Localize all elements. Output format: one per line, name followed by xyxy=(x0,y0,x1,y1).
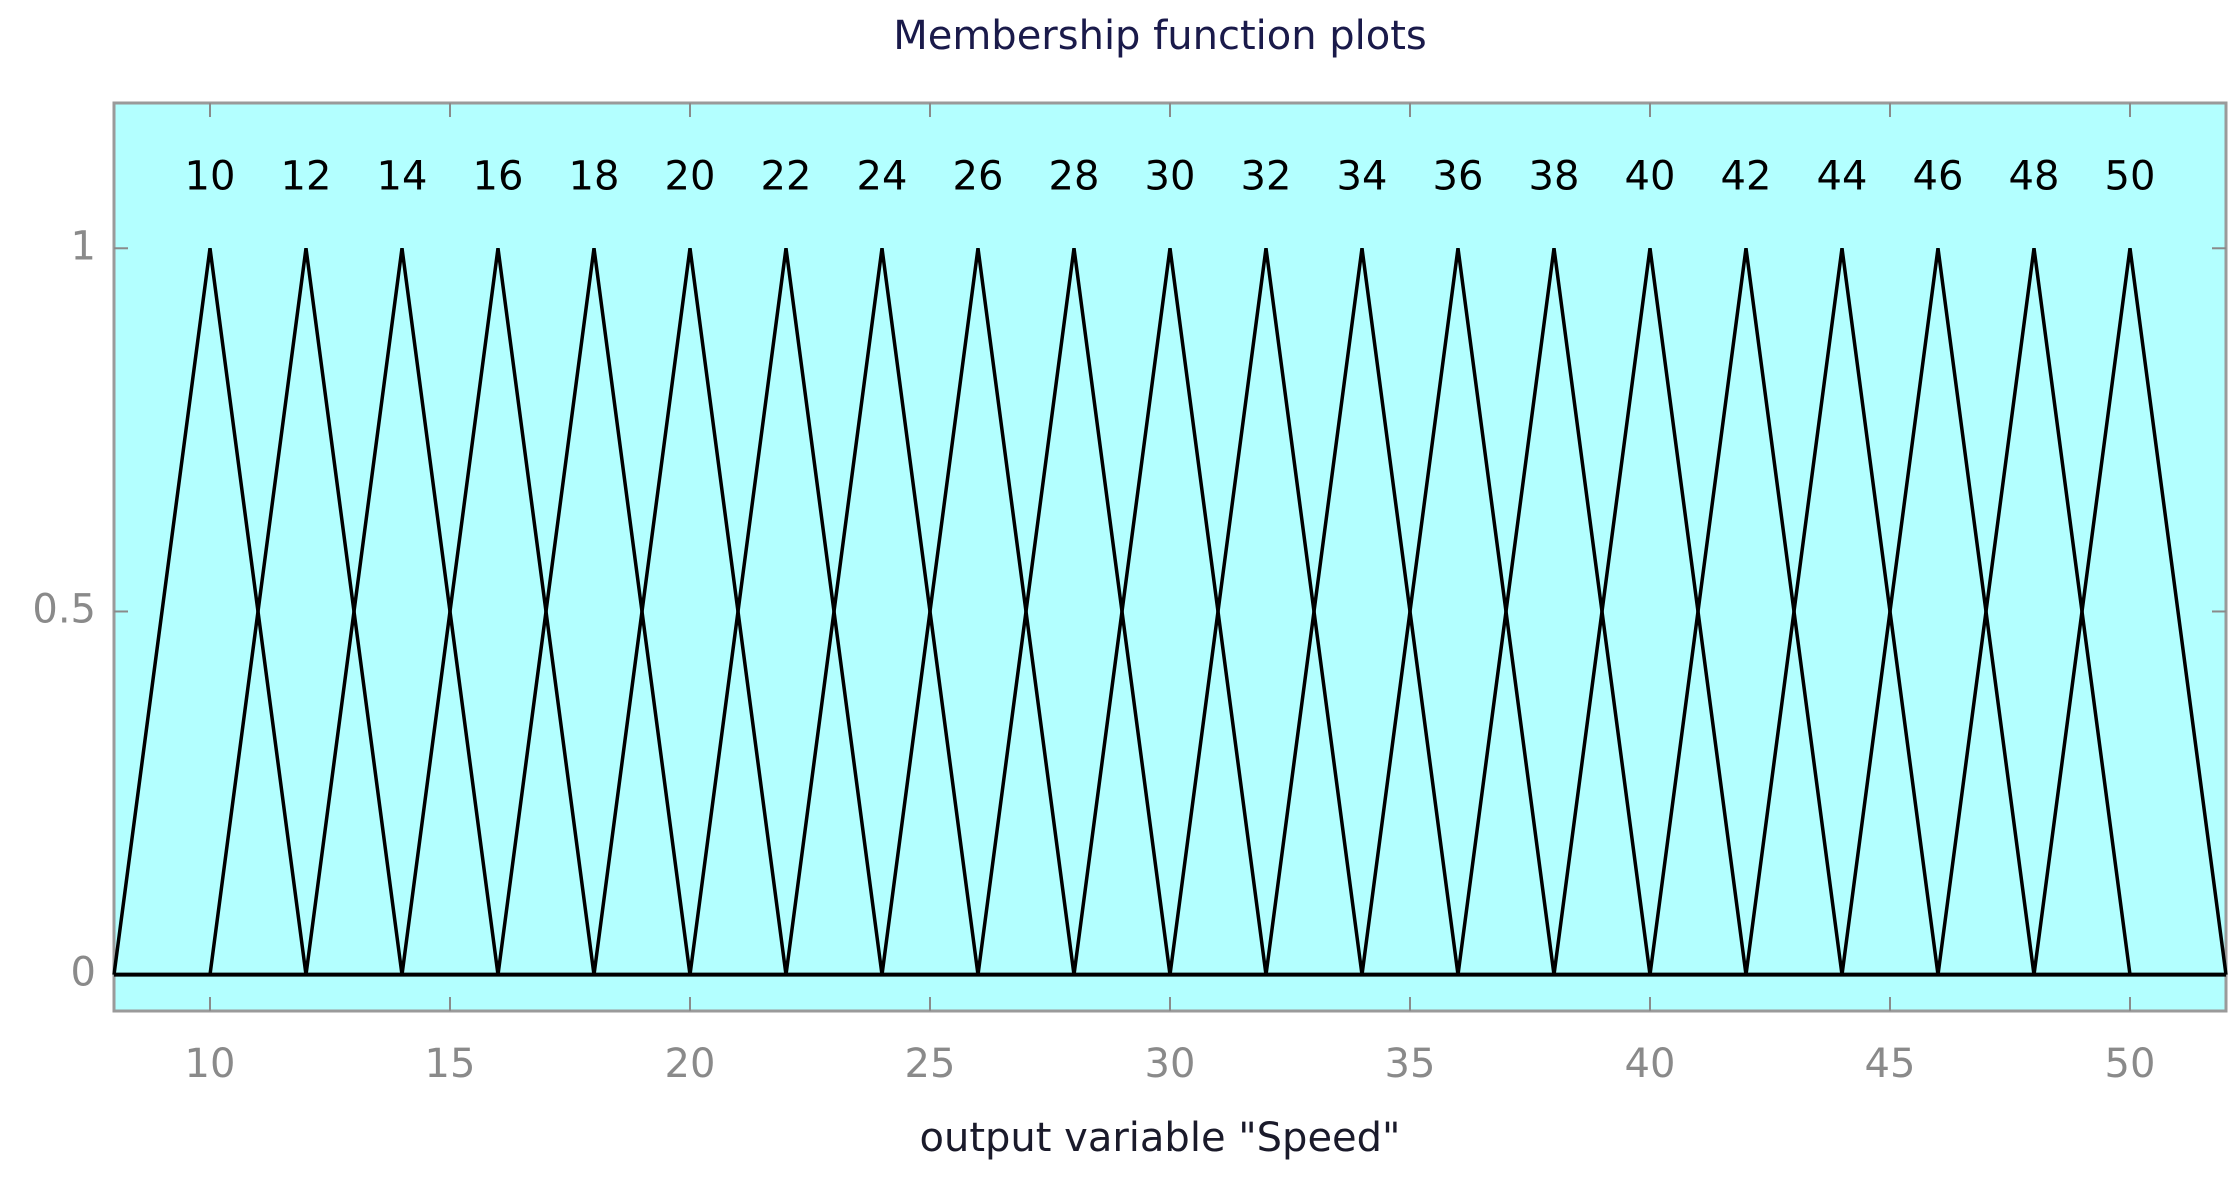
x-tick-label: 30 xyxy=(1145,1041,1196,1087)
membership-function xyxy=(1744,248,1940,975)
membership-function xyxy=(1648,248,1844,975)
mf-label: 14 xyxy=(377,153,428,199)
membership-function xyxy=(1552,248,1748,975)
membership-function xyxy=(1360,248,1556,975)
mf-label: 18 xyxy=(569,153,620,199)
mf-label: 38 xyxy=(1529,153,1580,199)
mf-label: 40 xyxy=(1625,153,1676,199)
membership-function xyxy=(496,248,692,975)
chart-title: Membership function plots xyxy=(893,13,1427,59)
membership-function xyxy=(784,248,980,975)
y-tick-label: 1 xyxy=(71,223,96,269)
x-tick-label: 50 xyxy=(2105,1041,2156,1087)
membership-function xyxy=(976,248,1172,975)
mf-label: 26 xyxy=(953,153,1004,199)
x-tick-label: 35 xyxy=(1385,1041,1436,1087)
x-axis-label: output variable "Speed" xyxy=(920,1115,1401,1161)
x-tick-label: 10 xyxy=(185,1041,236,1087)
membership-function xyxy=(592,248,788,975)
x-tick-label: 15 xyxy=(425,1041,476,1087)
membership-function xyxy=(208,248,404,975)
y-tick-label: 0 xyxy=(71,950,96,996)
membership-function xyxy=(1840,248,2036,975)
x-tick-label: 25 xyxy=(905,1041,956,1087)
mf-label: 30 xyxy=(1145,153,1196,199)
mf-label: 12 xyxy=(281,153,332,199)
mf-label: 36 xyxy=(1433,153,1484,199)
membership-function xyxy=(2032,248,2228,975)
mf-label: 28 xyxy=(1049,153,1100,199)
membership-function xyxy=(400,248,596,975)
mf-label: 42 xyxy=(1721,153,1772,199)
membership-function xyxy=(1168,248,1364,975)
membership-function xyxy=(304,248,500,975)
membership-function xyxy=(880,248,1076,975)
membership-function xyxy=(1456,248,1652,975)
x-tick-label: 20 xyxy=(665,1041,716,1087)
x-tick-label: 40 xyxy=(1625,1041,1676,1087)
mf-label: 20 xyxy=(665,153,716,199)
plot-area xyxy=(112,101,2228,1013)
mf-label: 34 xyxy=(1337,153,1388,199)
membership-function xyxy=(1264,248,1460,975)
mf-label: 24 xyxy=(857,153,908,199)
membership-function xyxy=(1936,248,2132,975)
membership-function xyxy=(688,248,884,975)
x-tick-label: 45 xyxy=(1865,1041,1916,1087)
mf-label: 48 xyxy=(2009,153,2060,199)
mf-label: 10 xyxy=(185,153,236,199)
mf-label: 46 xyxy=(1913,153,1964,199)
mf-label: 44 xyxy=(1817,153,1868,199)
membership-function xyxy=(1072,248,1268,975)
membership-function xyxy=(112,248,308,975)
mf-label: 22 xyxy=(761,153,812,199)
mf-label: 32 xyxy=(1241,153,1292,199)
mf-label: 16 xyxy=(473,153,524,199)
y-tick-label: 0.5 xyxy=(32,586,96,632)
mf-label: 50 xyxy=(2105,153,2156,199)
